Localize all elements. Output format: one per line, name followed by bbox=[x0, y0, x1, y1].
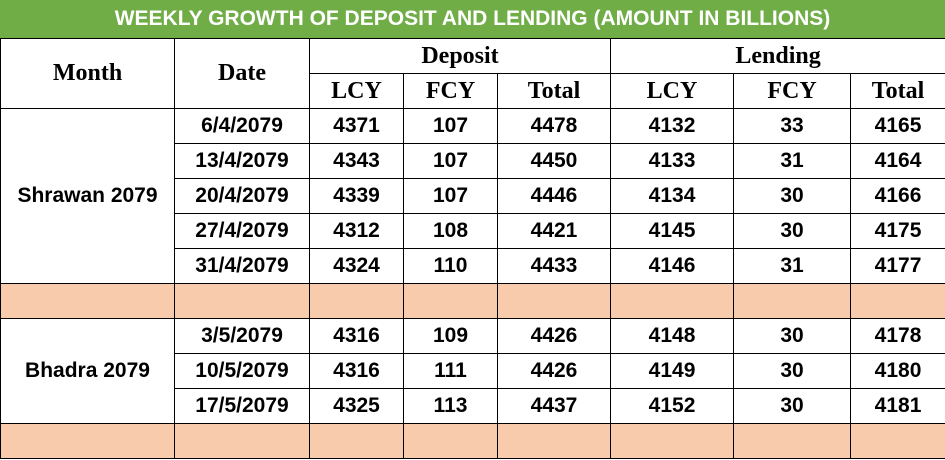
month-cell: Shrawan 2079 bbox=[0, 108, 175, 284]
value-cell: 4180 bbox=[850, 353, 945, 389]
value-cell: 110 bbox=[403, 248, 498, 284]
value-cell: 4177 bbox=[850, 248, 945, 284]
value-cell: 113 bbox=[403, 388, 498, 424]
table-row: 20/4/2079 4339 107 4446 4134 30 4166 bbox=[1, 178, 945, 214]
value-cell: 4149 bbox=[610, 353, 735, 389]
value-cell: 30 bbox=[733, 388, 852, 424]
value-cell: 4446 bbox=[496, 178, 612, 214]
spacer-cell bbox=[403, 423, 498, 459]
value-cell: 4181 bbox=[850, 388, 945, 424]
value-cell: 4316 bbox=[309, 353, 404, 389]
value-cell: 111 bbox=[403, 353, 498, 389]
value-cell: 4426 bbox=[496, 353, 612, 389]
month-cell: Bhadra 2079 bbox=[0, 318, 175, 424]
header-cell: Date bbox=[174, 38, 310, 109]
value-cell: 4152 bbox=[610, 388, 735, 424]
value-cell: 31 bbox=[733, 248, 852, 284]
spacer-cell bbox=[0, 423, 175, 459]
subheader-cell: FCY bbox=[403, 73, 498, 109]
date-cell: 17/5/2079 bbox=[174, 388, 310, 424]
date-cell: 3/5/2079 bbox=[174, 318, 310, 354]
value-cell: 109 bbox=[403, 318, 498, 354]
spacer-cell bbox=[496, 283, 612, 319]
value-cell: 4433 bbox=[496, 248, 612, 284]
spacer-cell bbox=[174, 283, 310, 319]
value-cell: 4437 bbox=[496, 388, 612, 424]
value-cell: 107 bbox=[403, 108, 498, 144]
value-cell: 30 bbox=[733, 353, 852, 389]
value-cell: 4132 bbox=[610, 108, 735, 144]
value-cell: 4450 bbox=[496, 143, 612, 179]
date-cell: 10/5/2079 bbox=[174, 353, 310, 389]
value-cell: 4165 bbox=[850, 108, 945, 144]
value-cell: 4325 bbox=[309, 388, 404, 424]
value-cell: 4178 bbox=[850, 318, 945, 354]
value-cell: 4426 bbox=[496, 318, 612, 354]
spacer-cell bbox=[309, 283, 404, 319]
value-cell: 4339 bbox=[309, 178, 404, 214]
value-cell: 30 bbox=[733, 178, 852, 214]
subheader-cell: Total bbox=[850, 73, 945, 109]
value-cell: 4316 bbox=[309, 318, 404, 354]
date-cell: 13/4/2079 bbox=[174, 143, 310, 179]
table-row: Month Date Deposit Lending bbox=[0, 38, 945, 109]
value-cell: 4312 bbox=[309, 213, 404, 249]
table: Month Date Deposit Lending LCY FCY Total LCY FCY… bbox=[0, 38, 945, 459]
table-row: 27/4/2079 4312 108 4421 4145 30 4175 bbox=[1, 213, 945, 249]
spacer-cell bbox=[850, 283, 945, 319]
subheader-cell: FCY bbox=[733, 73, 852, 109]
date-cell: 27/4/2079 bbox=[174, 213, 310, 249]
value-cell: 108 bbox=[403, 213, 498, 249]
spacer-cell bbox=[496, 423, 612, 459]
spacer-cell bbox=[403, 283, 498, 319]
header-cell: Deposit bbox=[308, 38, 612, 74]
spacer-cell bbox=[174, 423, 310, 459]
value-cell: 4371 bbox=[309, 108, 404, 144]
value-cell: 4148 bbox=[610, 318, 735, 354]
subheader-cell: LCY bbox=[610, 73, 735, 109]
subheader-cell: LCY bbox=[309, 73, 404, 109]
date-cell: 31/4/2079 bbox=[174, 248, 310, 284]
value-cell: 4324 bbox=[309, 248, 404, 284]
table-row bbox=[0, 423, 945, 459]
value-cell: 107 bbox=[403, 143, 498, 179]
date-cell: 20/4/2079 bbox=[174, 178, 310, 214]
spacer-cell bbox=[610, 283, 735, 319]
spacer-cell bbox=[733, 423, 852, 459]
spacer-cell bbox=[610, 423, 735, 459]
spacer-cell bbox=[850, 423, 945, 459]
value-cell: 31 bbox=[733, 143, 852, 179]
table-title: WEEKLY GROWTH OF DEPOSIT AND LENDING (AM… bbox=[0, 0, 945, 38]
value-cell: 4134 bbox=[610, 178, 735, 214]
table-row: Bhadra 2079 3/5/2079 4316 109 4426 4148 30 4178 bbox=[0, 318, 945, 424]
header-cell: Month bbox=[0, 38, 175, 109]
spacer-cell bbox=[733, 283, 852, 319]
value-cell: 4478 bbox=[496, 108, 612, 144]
value-cell: 107 bbox=[403, 178, 498, 214]
spacer-cell bbox=[0, 283, 175, 319]
spacer-cell bbox=[309, 423, 404, 459]
value-cell: 33 bbox=[733, 108, 852, 144]
value-cell: 30 bbox=[733, 318, 852, 354]
value-cell: 4421 bbox=[496, 213, 612, 249]
table-row: 10/5/2079 4316 111 4426 4149 30 4180 bbox=[1, 353, 945, 389]
value-cell: 4133 bbox=[610, 143, 735, 179]
value-cell: 4343 bbox=[309, 143, 404, 179]
date-cell: 6/4/2079 bbox=[174, 108, 310, 144]
table-row: Shrawan 2079 6/4/2079 4371 107 4478 4132 33 416… bbox=[0, 108, 945, 284]
value-cell: 4175 bbox=[850, 213, 945, 249]
value-cell: 4166 bbox=[850, 178, 945, 214]
value-cell: 4164 bbox=[850, 143, 945, 179]
table-row bbox=[0, 283, 945, 319]
value-cell: 4145 bbox=[610, 213, 735, 249]
value-cell: 30 bbox=[733, 213, 852, 249]
header-cell: Lending bbox=[610, 38, 945, 74]
value-cell: 4146 bbox=[610, 248, 735, 284]
subheader-cell: Total bbox=[496, 73, 612, 109]
